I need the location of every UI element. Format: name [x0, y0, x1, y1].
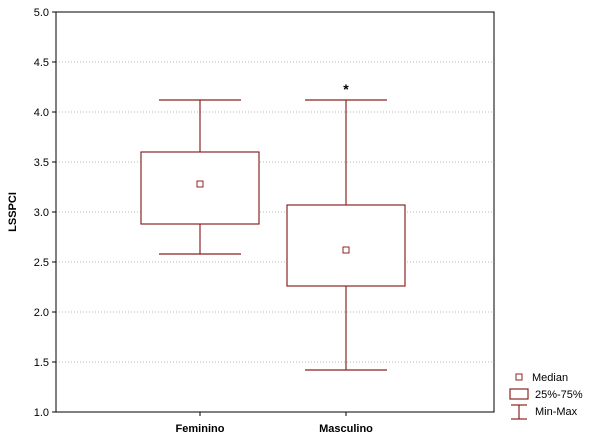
legend: Median 25%-75% Min-Max	[509, 372, 583, 420]
grid-lines	[56, 61, 494, 363]
y-tick-label: 2.0	[34, 307, 49, 319]
y-tick-label: 1.5	[34, 357, 49, 369]
box-group: *	[286, 81, 406, 371]
y-tick-label: 2.5	[34, 257, 49, 269]
y-tick-label: 4.5	[34, 57, 49, 69]
x-tick-label: Masculino	[319, 423, 373, 435]
legend-median-swatch	[515, 373, 523, 381]
median-marker	[196, 180, 204, 188]
x-tick-label: Feminino	[176, 423, 225, 435]
y-axis-label: LSSPCI	[7, 192, 19, 232]
legend-box-label: 25%-75%	[535, 389, 583, 401]
y-tick-label: 1.0	[34, 407, 49, 419]
legend-median-label: Median	[532, 372, 568, 384]
y-tick-label: 3.5	[34, 157, 49, 169]
y-axis-ticks: 1.0 1.5 2.0 2.5 3.0 3.5 4.0 4.5 5.0	[34, 7, 56, 419]
plot-frame	[55, 11, 495, 413]
outlier-asterisk: *	[343, 81, 349, 97]
y-tick-label: 5.0	[34, 7, 49, 19]
box-iqr	[286, 204, 406, 287]
y-tick-label: 4.0	[34, 107, 49, 119]
legend-whisker-label: Min-Max	[535, 406, 578, 418]
boxes: *	[140, 81, 406, 371]
median-marker	[342, 246, 350, 254]
box-iqr	[140, 151, 260, 225]
x-axis-ticks: Feminino Masculino	[176, 412, 373, 435]
y-tick-label: 3.0	[34, 207, 49, 219]
legend-box-swatch	[509, 388, 529, 400]
box-group	[140, 99, 260, 255]
